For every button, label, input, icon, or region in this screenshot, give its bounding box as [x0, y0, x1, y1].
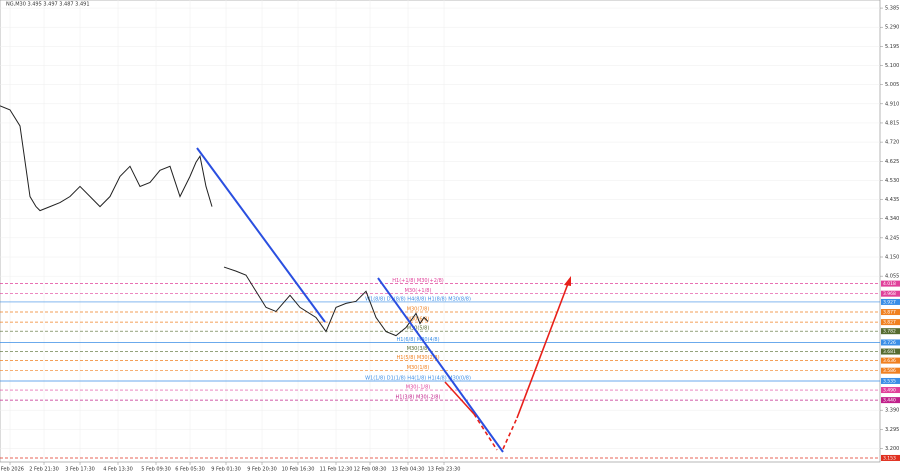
- trend-lines: [196, 147, 571, 453]
- x-tick-label: 10 Feb 16:30: [282, 467, 315, 473]
- x-tick-label: 9 Feb 20:30: [247, 467, 277, 473]
- trend-line: [377, 277, 504, 453]
- axes: 5.385 5.290 5.195 5.100 5.005 4.910 4.815 4.720…: [0, 6, 899, 473]
- price-tag: [881, 339, 900, 346]
- level-label: H1(5/8) M30(2/8): [396, 355, 439, 361]
- y-tick-label: 5.005: [885, 82, 899, 88]
- y-tick-label: 5.290: [885, 25, 899, 31]
- level-label: H1(6/8) M30(4/8): [396, 337, 439, 343]
- forecast-arrow: [473, 413, 498, 451]
- price-tag: [881, 309, 900, 316]
- forecast-arrow: [516, 280, 570, 419]
- chart-title: NG,M30 3.495 3.497 3.487 3.491: [6, 2, 90, 8]
- level-label: M30(3/8): [407, 346, 430, 352]
- y-tick-label: 4.340: [885, 216, 899, 222]
- x-tick-label: 2 Feb 2026: [0, 467, 24, 473]
- price-tag: [881, 377, 900, 384]
- price-tag: [881, 348, 900, 355]
- forecast-arrow: [444, 381, 475, 415]
- y-tick-label: 4.435: [885, 197, 899, 203]
- forecast-arrow: [502, 417, 518, 450]
- level-label: M30(-1/8): [406, 385, 430, 391]
- y-tick-label: 5.385: [885, 6, 899, 12]
- price-tag-label: 3.877: [883, 310, 896, 316]
- y-tick-label: 5.195: [885, 44, 899, 50]
- x-tick-label: 2 Feb 21:30: [29, 467, 59, 473]
- y-tick-label: 5.100: [885, 63, 899, 69]
- price-tag-label: 3.681: [883, 349, 896, 355]
- price-tag-label: 4.018: [883, 281, 896, 287]
- x-tick-label: 12 Feb 08:30: [354, 467, 387, 473]
- price-tag: [881, 357, 900, 364]
- y-tick-label: 4.530: [885, 178, 899, 184]
- y-tick-label: 4.055: [885, 274, 899, 280]
- y-tick-label: 4.815: [885, 120, 899, 126]
- arrow-head: [564, 276, 571, 286]
- level-label: M30(7/8): [407, 307, 430, 313]
- y-tick-label: 3.200: [885, 446, 899, 452]
- y-tick-label: 3.390: [885, 408, 899, 414]
- price-tag-label: 3.782: [883, 329, 896, 335]
- price-path: [0, 105, 213, 212]
- level-label: M30(5/8): [407, 326, 430, 332]
- y-tick-label: 3.295: [885, 427, 899, 433]
- trend-line: [196, 147, 326, 323]
- x-tick-label: 4 Feb 13:30: [103, 467, 133, 473]
- price-tag-label: 3.968: [883, 291, 896, 297]
- price-tag-label: 3.586: [883, 368, 896, 374]
- x-tick-label: 3 Feb 17:30: [65, 467, 95, 473]
- price-tag: [881, 328, 900, 335]
- level-label: W1(8/8) D1(8/8) H4(8/8) H1(8/8) M30(8/8): [365, 296, 471, 302]
- level-label: H1(+1/8) M30(+2/8): [392, 278, 444, 284]
- price-tag: [881, 298, 900, 305]
- y-tick-label: 4.245: [885, 235, 899, 241]
- price-tag: [881, 280, 900, 287]
- y-tick-label: 4.625: [885, 159, 899, 165]
- price-tag: [881, 387, 900, 394]
- x-tick-label: 9 Feb 01:30: [211, 467, 241, 473]
- y-tick-label: 4.150: [885, 255, 899, 261]
- price-tag-label: 3.440: [883, 398, 896, 404]
- price-tag-label: 3.490: [883, 388, 896, 394]
- level-label: H1(3/8) M30(-2/8): [396, 395, 441, 401]
- y-tick-label: 4.910: [885, 101, 899, 107]
- price-tag: [881, 367, 900, 374]
- y-tick-label: 4.720: [885, 140, 899, 146]
- x-tick-label: 13 Feb 04:30: [392, 467, 425, 473]
- level-label: M30(+1/8): [405, 288, 432, 294]
- price-tag-label: 3.927: [883, 299, 896, 305]
- price-tag-label: 3.636: [883, 358, 896, 364]
- price-tag: [881, 397, 900, 404]
- plot-frame: [0, 0, 881, 463]
- price-tag-label: 3.153: [883, 455, 896, 461]
- x-tick-label: 13 Feb 23:30: [428, 467, 461, 473]
- level-label: W1(1/8) D1(1/8) H4(1/8) H1(4/8) M30(0/8): [365, 375, 471, 381]
- price-tag: [881, 290, 900, 297]
- x-tick-label: 11 Feb 12:30: [320, 467, 353, 473]
- price-tag-label: 3.827: [883, 320, 896, 326]
- price-tag: [881, 454, 900, 461]
- price-tag: [881, 319, 900, 326]
- price-tag-label: 3.535: [883, 378, 896, 384]
- price-tag-label: 3.726: [883, 340, 896, 346]
- level-label: M30(1/8): [407, 365, 430, 371]
- x-tick-label: 5 Feb 09:30: [141, 467, 171, 473]
- price-path: [223, 266, 429, 337]
- price-line: [0, 105, 429, 337]
- grid: [0, 0, 880, 462]
- x-tick-label: 6 Feb 05:30: [175, 467, 205, 473]
